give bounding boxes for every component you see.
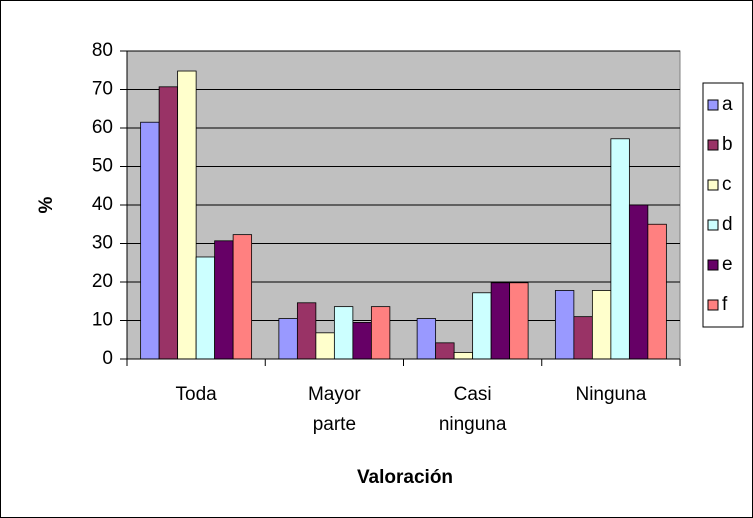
legend-swatch bbox=[707, 179, 719, 191]
bar bbox=[591, 290, 612, 360]
y-tick-label: 40 bbox=[92, 194, 113, 215]
bar bbox=[158, 86, 179, 360]
x-tick-label: Casi ninguna bbox=[438, 384, 507, 435]
bar bbox=[509, 282, 529, 360]
bar bbox=[296, 302, 317, 360]
y-axis-title: % bbox=[36, 196, 57, 213]
legend-swatch bbox=[707, 139, 719, 151]
x-tick-label: Toda bbox=[175, 384, 217, 405]
legend-swatch bbox=[707, 299, 719, 311]
bar bbox=[416, 318, 437, 360]
x-tick-label: Mayor parte bbox=[307, 384, 361, 435]
bar bbox=[453, 352, 474, 360]
bar bbox=[177, 70, 197, 360]
y-tick-label: 0 bbox=[102, 348, 113, 369]
legend-label: b bbox=[722, 134, 733, 155]
bar bbox=[370, 306, 391, 360]
legend-label: a bbox=[722, 94, 733, 115]
bar bbox=[278, 318, 298, 360]
bar bbox=[214, 240, 234, 360]
legend-swatch bbox=[707, 99, 719, 111]
bar bbox=[435, 342, 455, 360]
bar bbox=[647, 223, 667, 360]
legend-label: f bbox=[722, 294, 728, 315]
bar bbox=[554, 290, 575, 360]
legend-label: c bbox=[722, 174, 732, 195]
x-tick-label: Ninguna bbox=[575, 384, 647, 405]
bar bbox=[472, 292, 492, 360]
y-tick-label: 30 bbox=[92, 233, 113, 254]
y-tick-label: 50 bbox=[92, 156, 113, 177]
bar bbox=[315, 332, 335, 360]
bar bbox=[333, 306, 354, 360]
bar bbox=[628, 204, 649, 360]
y-tick-label: 80 bbox=[92, 40, 113, 61]
bar bbox=[610, 138, 630, 360]
bar bbox=[352, 322, 372, 360]
bar bbox=[232, 234, 253, 360]
legend-swatch bbox=[707, 219, 719, 231]
x-axis-title: Valoración bbox=[357, 467, 453, 488]
y-tick-label: 70 bbox=[92, 79, 113, 100]
bar bbox=[573, 316, 593, 360]
y-tick-label: 60 bbox=[92, 117, 113, 138]
legend-swatch bbox=[707, 259, 719, 271]
y-tick-label: 20 bbox=[92, 271, 113, 292]
bar bbox=[140, 121, 160, 360]
legend-label: d bbox=[722, 214, 733, 235]
bar bbox=[490, 282, 511, 360]
y-tick-label: 10 bbox=[92, 310, 113, 331]
bar bbox=[195, 256, 216, 360]
legend-box bbox=[702, 82, 744, 328]
legend-label: e bbox=[722, 254, 733, 275]
